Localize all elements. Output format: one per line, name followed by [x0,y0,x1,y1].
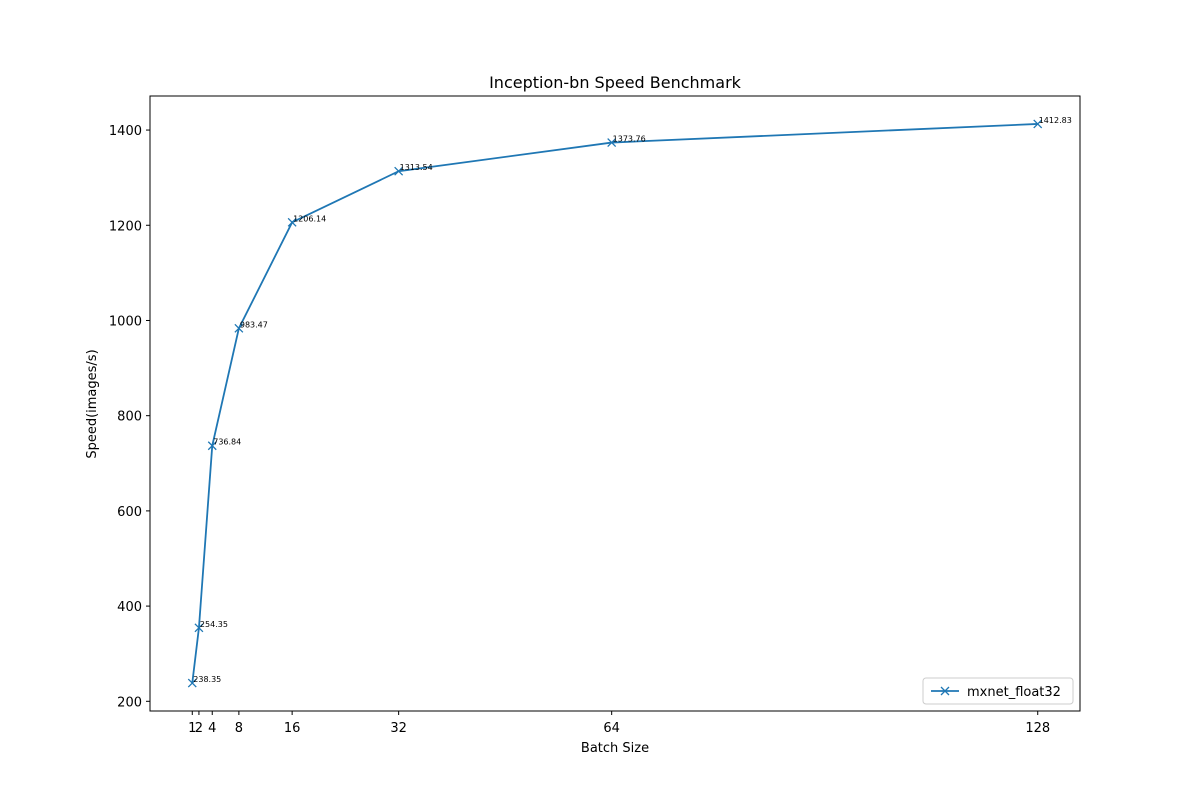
legend-box [922,677,1074,705]
data-label: 1412.83 [1039,116,1072,125]
legend-label: mxnet_float32 [967,685,1061,700]
y-axis-label: Speed(images/s) [85,349,100,458]
plot-frame [149,95,1081,712]
marker [1033,119,1043,129]
x-tick-label: 16 [284,721,301,736]
x-tick-label: 1 [188,721,196,736]
data-label: 736.84 [213,438,241,447]
x-axis-label: Batch Size [581,741,649,756]
marker [287,217,297,227]
data-label: 1313.54 [400,163,433,172]
marker [394,166,404,176]
x-tick-label: 8 [235,721,243,736]
chart-title: Inception-bn Speed Benchmark [489,73,742,92]
marker [940,686,950,696]
y-tick-label: 1400 [109,124,142,139]
marker [187,678,197,688]
x-tick-label: 128 [1025,721,1050,736]
line [191,123,1038,684]
marker [194,623,204,633]
data-label: 1373.76 [613,135,646,144]
data-label: 1206.14 [293,214,326,223]
y-tick-label: 1000 [109,314,142,329]
marker [207,441,217,451]
data-label: 238.35 [193,675,221,684]
y-tick-label: 800 [117,410,142,425]
data-label: 983.47 [240,320,268,329]
y-tick-label: 400 [117,600,142,615]
y-tick-label: 1200 [109,219,142,234]
marker [234,323,244,333]
y-tick-label: 200 [117,695,142,710]
x-tick-label: 64 [603,721,620,736]
x-tick-label: 4 [208,721,216,736]
x-tick-label: 2 [195,721,203,736]
y-tick-label: 600 [117,505,142,520]
data-label: 254.35 [200,620,228,629]
x-tick-label: 32 [390,721,407,736]
marker [607,138,617,148]
